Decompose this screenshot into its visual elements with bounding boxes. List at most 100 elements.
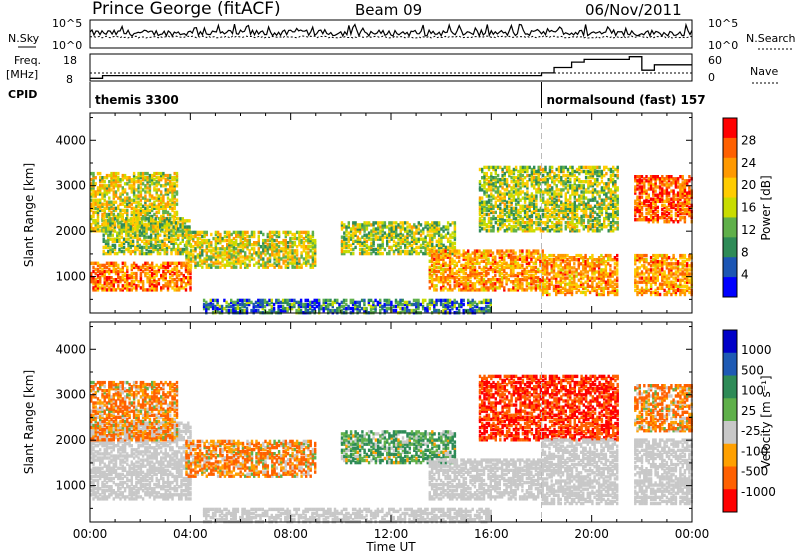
echo-cell	[485, 257, 488, 261]
echo-cell	[481, 184, 484, 188]
echo-cell	[388, 251, 391, 256]
echo-cell	[347, 243, 350, 248]
echo-cell	[230, 232, 233, 237]
echo-cell	[140, 225, 144, 229]
echo-cell	[163, 249, 166, 254]
echo-cell	[307, 245, 310, 249]
echo-cell	[120, 249, 123, 254]
echo-cell	[94, 223, 97, 227]
echo-cell	[103, 218, 106, 223]
echo-cell	[264, 249, 267, 253]
echo-cell	[103, 208, 106, 213]
echo-cell	[367, 231, 371, 235]
echo-cell	[564, 196, 567, 200]
echo-cell	[103, 188, 106, 192]
echo-cell	[406, 239, 409, 243]
echo-cell	[458, 284, 461, 288]
echo-cell	[96, 200, 100, 204]
echo-cell	[295, 257, 299, 261]
echo-cell	[433, 261, 436, 265]
echo-cell	[264, 245, 267, 249]
echo-cell	[537, 251, 540, 255]
echo-cell	[487, 271, 490, 276]
echo-cell	[535, 171, 538, 176]
echo-cell	[354, 306, 357, 311]
echo-cell	[553, 204, 556, 208]
echo-cell	[347, 223, 350, 227]
echo-cell	[395, 221, 398, 225]
echo-cell	[151, 182, 154, 186]
echo-cell	[500, 280, 504, 284]
echo-cell	[273, 247, 276, 251]
echo-cell	[591, 229, 595, 233]
echo-cell	[492, 210, 495, 215]
echo-cell	[539, 165, 543, 170]
echo-cell	[125, 217, 128, 221]
echo-cell	[519, 186, 522, 190]
echo-cell	[180, 265, 183, 270]
echo-cell	[582, 180, 585, 184]
echo-cell	[512, 171, 516, 176]
echo-cell	[397, 233, 400, 237]
echo-cell	[381, 304, 384, 309]
echo-cell	[174, 241, 178, 245]
echo-cell	[446, 255, 450, 259]
echo-cell	[448, 253, 452, 257]
echo-cell	[160, 288, 163, 292]
echo-cell	[469, 300, 472, 305]
echo-cell	[480, 278, 483, 282]
echo-cell	[530, 192, 534, 196]
echo-cell	[162, 204, 165, 208]
echo-cell	[155, 214, 158, 219]
echo-cell	[417, 239, 420, 243]
echo-cell	[236, 304, 240, 309]
echo-cell	[165, 227, 169, 231]
echo-cell	[125, 219, 128, 223]
echo-cell	[329, 308, 332, 313]
echo-cell	[306, 298, 310, 303]
echo-cell	[121, 276, 124, 280]
echo-cell	[471, 265, 474, 270]
echo-cell	[103, 276, 106, 280]
echo-cell	[284, 259, 287, 263]
echo-cell	[512, 167, 516, 172]
echo-cell	[160, 192, 163, 196]
echo-cell	[571, 216, 574, 221]
echo-cell	[175, 271, 179, 276]
echo-cell	[490, 194, 493, 198]
echo-cell	[571, 218, 574, 223]
echo-cell	[154, 217, 157, 221]
echo-cell	[165, 247, 169, 252]
echo-cell	[153, 265, 156, 270]
echo-cell	[186, 219, 189, 223]
echo-cell	[510, 206, 513, 210]
echo-cell	[175, 261, 179, 265]
echo-cell	[90, 188, 93, 192]
echo-cell	[235, 243, 238, 247]
echo-cell	[105, 214, 109, 219]
echo-cell	[532, 255, 535, 259]
echo-cell	[122, 249, 126, 254]
echo-cell	[566, 198, 570, 202]
echo-cell	[560, 190, 563, 194]
echo-cell	[221, 263, 224, 267]
echo-cell	[539, 227, 543, 231]
echo-cell	[377, 247, 380, 252]
echo-cell	[248, 238, 251, 243]
echo-cell	[175, 190, 179, 194]
echo-cell	[453, 271, 456, 276]
echo-cell	[162, 271, 165, 276]
echo-cell	[482, 298, 486, 303]
echo-cell	[487, 186, 491, 190]
echo-cell	[243, 304, 246, 309]
echo-cell	[94, 192, 97, 196]
echo-cell	[141, 214, 145, 219]
echo-cell	[578, 202, 581, 206]
echo-cell	[101, 208, 104, 213]
echo-cell	[108, 269, 111, 274]
echo-cell	[401, 298, 404, 303]
echo-cell	[226, 255, 229, 259]
echo-cell	[439, 249, 443, 253]
echo-cell	[110, 225, 113, 229]
echo-cell	[166, 200, 170, 204]
